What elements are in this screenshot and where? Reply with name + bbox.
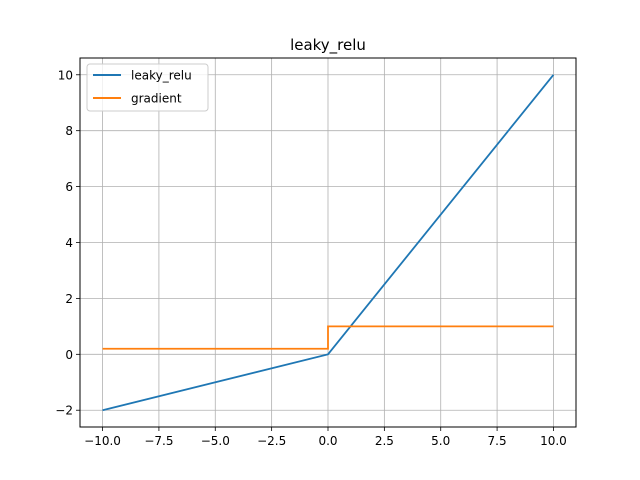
plot-series: [102, 74, 555, 412]
y-tick-label: −2: [55, 404, 73, 418]
x-tick-label: −10.0: [84, 434, 121, 448]
x-tick-label: 2.5: [375, 434, 394, 448]
x-tick-label: −7.5: [144, 434, 173, 448]
series-line-leaky-relu: [102, 74, 555, 412]
x-tick-label: −2.5: [257, 434, 286, 448]
y-tick-label: 4: [65, 236, 73, 250]
y-tick-label: 0: [65, 348, 73, 362]
y-tick-label: 10: [58, 68, 73, 82]
x-tick-label: 7.5: [488, 434, 507, 448]
chart-title: leaky_relu: [290, 36, 366, 55]
y-tick-label: 2: [65, 292, 73, 306]
y-tick-label: 8: [65, 124, 73, 138]
axis-ticks: −10.0 −7.5 −5.0 −2.5 0.0 2.5 5.0 7.5 10.0 −2 0 2 4 6 8…: [55, 68, 567, 448]
legend: leaky_relu gradient: [86, 63, 209, 112]
series-line-gradient: [102, 325, 554, 350]
y-tick-label: 6: [65, 180, 73, 194]
legend-label-gradient: gradient: [131, 92, 182, 106]
x-tick-label: 10.0: [540, 434, 567, 448]
x-tick-label: 5.0: [431, 434, 450, 448]
x-tick-label: −5.0: [201, 434, 230, 448]
x-tick-label: 0.0: [318, 434, 337, 448]
legend-label-leaky-relu: leaky_relu: [131, 69, 192, 83]
